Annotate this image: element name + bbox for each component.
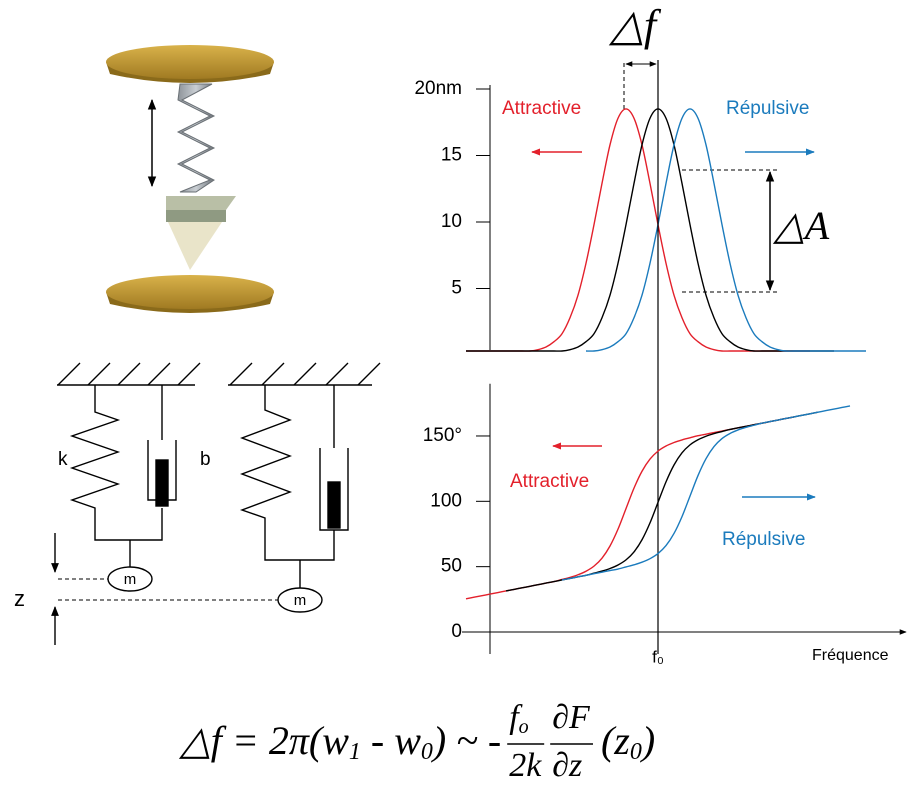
eq-numerator: ∂F [552, 699, 591, 736]
y-tick-label: 5 [451, 278, 462, 299]
y-tick-label: 150° [423, 425, 462, 446]
eq-part: ) ~ - [431, 718, 501, 763]
y-tick-label: 0 [451, 621, 462, 642]
spring-mass-models [51, 362, 381, 645]
eq-sub: 0 [421, 739, 433, 765]
eq-numerator: fo [509, 699, 528, 738]
annotation: Répulsive [726, 98, 809, 119]
eq-denominator: ∂z [552, 747, 582, 784]
series-line [505, 411, 819, 592]
damper-label: b [200, 449, 211, 470]
annotation: △f [608, 1, 662, 50]
annotation: △A [772, 203, 830, 248]
spring-label: k [58, 449, 68, 470]
x-tick-label: f₀ [652, 647, 664, 666]
eq-sub: o [519, 716, 529, 738]
series-line [466, 108, 834, 352]
eq-part: (z [601, 718, 630, 763]
eq-denominator: 2k [509, 747, 542, 784]
afm-illustration [106, 45, 274, 313]
eq-part: ) [640, 718, 655, 763]
eq-sub: 0 [630, 739, 642, 765]
equation: △f = 2π(w1 - w0) ~ - [178, 718, 501, 764]
y-tick-label: 15 [441, 145, 462, 166]
y-tick-label: 100 [430, 490, 462, 511]
eq-part: (z0) [601, 718, 655, 764]
y-tick-label: 10 [441, 211, 462, 232]
series-line [465, 416, 795, 600]
annotation: Attractive [510, 471, 589, 492]
eq-part: - w [361, 718, 421, 763]
annotation: Répulsive [722, 529, 805, 550]
series-line [561, 405, 851, 581]
position-label: z [14, 586, 25, 611]
x-axis-label: Fréquence [812, 647, 889, 664]
eq-part: ∂F [552, 699, 591, 736]
y-tick-label: 20nm [414, 78, 462, 99]
annotation: Attractive [502, 98, 581, 119]
series-line [585, 108, 866, 352]
series-line [466, 108, 810, 352]
eq-sub: 1 [349, 739, 361, 765]
y-tick-label: 50 [441, 556, 462, 577]
mass-label: m [124, 571, 137, 588]
eq-part: △f = 2π(w [178, 718, 349, 763]
arrows [531, 61, 816, 501]
mass-label: m [294, 592, 307, 609]
